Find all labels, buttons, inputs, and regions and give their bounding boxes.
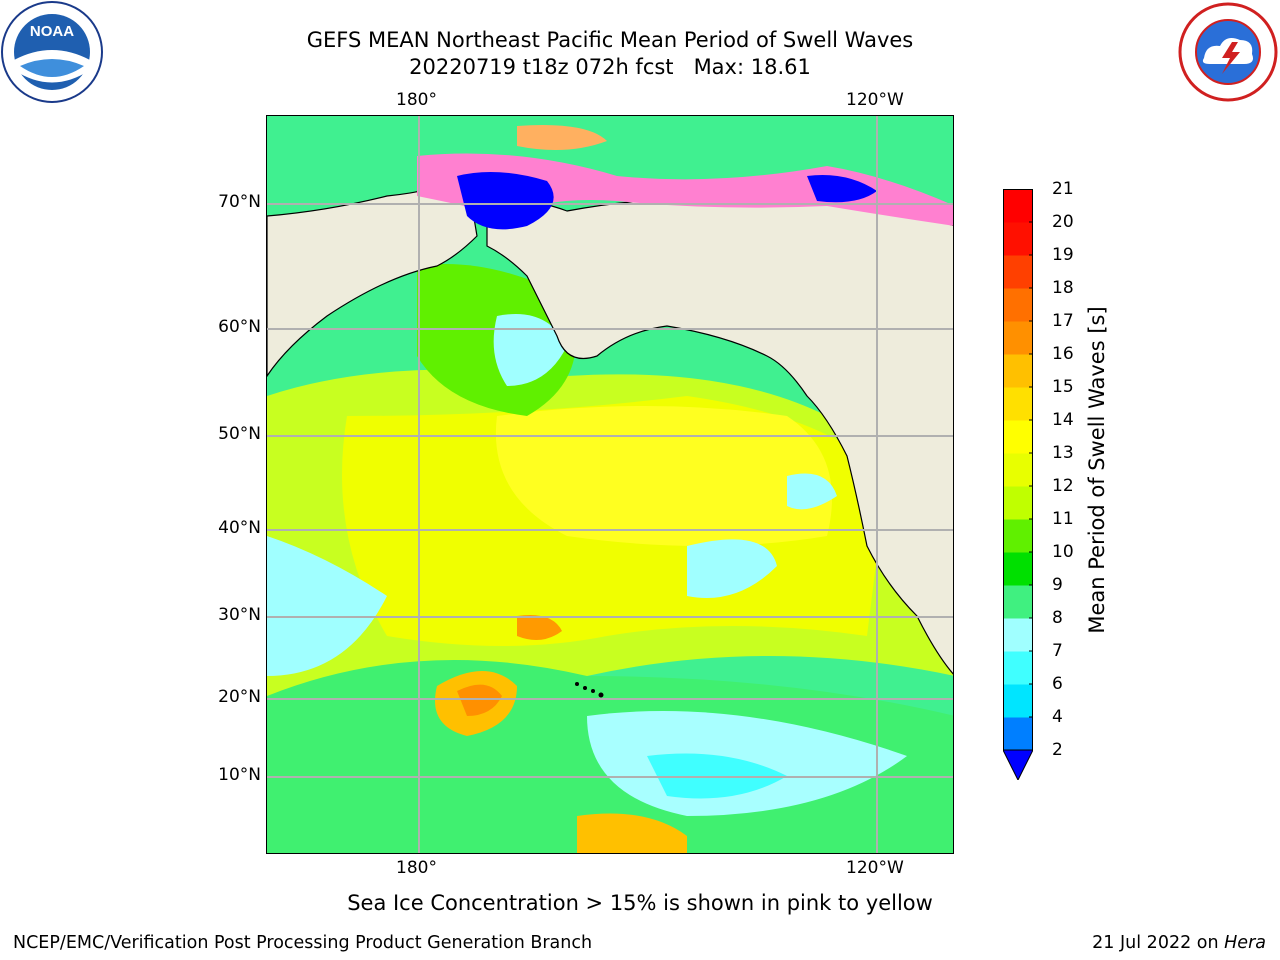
- colorbar-title: Mean Period of Swell Waves [s]: [1085, 306, 1109, 634]
- ocean-band-15: [495, 406, 832, 546]
- lat-label-40n: 40°N: [218, 518, 261, 538]
- map-panel: [266, 115, 954, 854]
- colorbar-tick-label: 9: [1052, 575, 1063, 595]
- footer-date: 21 Jul 2022 on Hera: [1092, 933, 1266, 953]
- colorbar: [1003, 189, 1033, 780]
- colorbar-bin: [1003, 222, 1033, 256]
- colorbar-outline: [1003, 189, 1033, 751]
- colorbar-tick-label: 15: [1052, 377, 1074, 397]
- colorbar-bin: [1003, 585, 1033, 619]
- colorbar-bin: [1003, 486, 1033, 520]
- colorbar-bin: [1003, 255, 1033, 289]
- colorbar-tick-label: 10: [1052, 542, 1074, 562]
- colorbar-bin: [1003, 288, 1033, 322]
- lat-label-60n: 60°N: [218, 317, 261, 337]
- chart-title: GEFS MEAN Northeast Pacific Mean Period …: [306, 28, 914, 52]
- colorbar-extend-triangle: [1003, 749, 1033, 780]
- noaa-logo: NOAA: [1, 1, 103, 103]
- ocean-blob-8: [687, 539, 777, 598]
- land-asia: [267, 175, 478, 378]
- sea-ice-caption: Sea Ice Concentration > 15% is shown in …: [347, 891, 933, 915]
- arctic-low-period-2: [807, 175, 877, 203]
- hawaii-islands: [575, 682, 604, 698]
- colorbar-bin: [1003, 453, 1033, 487]
- lon-label-bottom-180: 180°: [396, 858, 437, 878]
- lat-label-30n: 30°N: [218, 605, 261, 625]
- footer-host: Hera: [1224, 933, 1266, 953]
- noaa-logo-text: NOAA: [30, 23, 74, 40]
- colorbar-bin: [1003, 717, 1033, 751]
- sea-ice-pink: [417, 153, 953, 226]
- arctic-low-period: [457, 172, 554, 230]
- lat-label-10n: 10°N: [218, 765, 261, 785]
- colorbar-tick-label: 8: [1052, 608, 1063, 628]
- colorbar-tick-label: 12: [1052, 476, 1074, 496]
- nws-logo: [1178, 2, 1278, 102]
- colorbar-tick-label: 2: [1052, 740, 1063, 760]
- colorbar-bin: [1003, 552, 1033, 586]
- colorbar-bin: [1003, 651, 1033, 685]
- ocean-warm-south: [577, 813, 687, 853]
- colorbar-tick-label: 14: [1052, 410, 1074, 430]
- colorbar-tick-label: 11: [1052, 509, 1074, 529]
- colorbar-bin: [1003, 684, 1033, 718]
- footer-date-text: 21 Jul 2022 on: [1092, 933, 1225, 953]
- lat-label-70n: 70°N: [218, 192, 261, 212]
- ocean-blob-8b: [787, 473, 837, 510]
- colorbar-tick-label: 7: [1052, 641, 1063, 661]
- colorbar-tick-label: 19: [1052, 245, 1074, 265]
- bering-cool: [493, 314, 567, 386]
- colorbar-bin: [1003, 618, 1033, 652]
- chart-subtitle: 20220719 t18z 072h fcst Max: 18.61: [409, 55, 811, 79]
- ocean-band-8-west: [267, 536, 387, 676]
- ocean-warm-core: [457, 684, 502, 716]
- colorbar-tick-label: 17: [1052, 311, 1074, 331]
- colorbar-tick-label: 4: [1052, 707, 1063, 727]
- colorbar-bin: [1003, 354, 1033, 388]
- lat-label-20n: 20°N: [218, 687, 261, 707]
- lon-label-top-120w: 120°W: [846, 90, 904, 110]
- gridlines: [267, 116, 953, 853]
- colorbar-tick-label: 6: [1052, 674, 1063, 694]
- colorbar-tick-label: 20: [1052, 212, 1074, 232]
- colorbar-bin: [1003, 321, 1033, 355]
- lon-label-bottom-120w: 120°W: [846, 858, 904, 878]
- colorbar-tick-label: 21: [1052, 179, 1074, 199]
- lat-label-50n: 50°N: [218, 424, 261, 444]
- colorbar-bin: [1003, 387, 1033, 421]
- colorbar-bin: [1003, 519, 1033, 553]
- sea-ice-orange: [517, 125, 607, 150]
- lon-label-top-180: 180°: [396, 90, 437, 110]
- colorbar-tick-label: 18: [1052, 278, 1074, 298]
- colorbar-tick-label: 13: [1052, 443, 1074, 463]
- ocean-warm-spot-2: [517, 615, 562, 640]
- colorbar-bin: [1003, 420, 1033, 454]
- colorbar-tick-label: 16: [1052, 344, 1074, 364]
- map-canvas: [267, 116, 953, 853]
- colorbar-bin: [1003, 189, 1033, 223]
- footer-credit: NCEP/EMC/Verification Post Processing Pr…: [13, 933, 593, 953]
